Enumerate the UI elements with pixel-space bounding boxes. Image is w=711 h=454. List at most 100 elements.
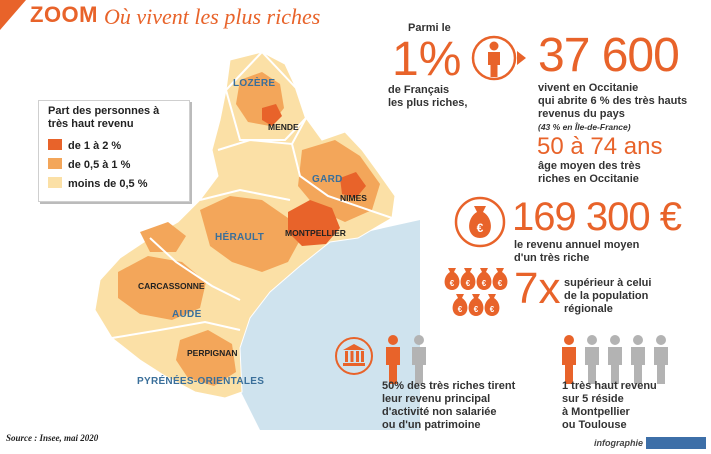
zone-medium-herault	[200, 196, 300, 272]
person-icon	[631, 335, 645, 384]
residence-caption: 1 très haut revenu sur 5 réside à Montpe…	[562, 380, 657, 432]
money-bag-icon: €	[476, 268, 492, 290]
legend-title-line1: Part des personnes à	[48, 105, 160, 117]
legend-item-medium: de 0,5 à 1 %	[48, 158, 130, 171]
city-label-montpellier: MONTPELLIER	[285, 228, 346, 238]
people-half-icon	[386, 335, 426, 384]
multiplier-caption-line3: régionale	[564, 303, 613, 315]
svg-text:€: €	[458, 305, 463, 314]
percent-caption-line2: les plus riches,	[388, 97, 468, 109]
income-caption: le revenu annuel moyen d'un très riche	[514, 239, 639, 265]
multiplier-caption: supérieur à celui de la population régio…	[564, 277, 651, 316]
age-caption: âge moyen des très riches en Occitanie	[538, 160, 641, 186]
income-caption-line2: d'un très riche	[514, 252, 590, 264]
dept-label-aude: AUDE	[172, 309, 202, 320]
legend-title-line2: très haut revenu	[48, 118, 134, 130]
person-icon	[654, 335, 668, 384]
svg-text:€: €	[490, 305, 495, 314]
multiplier-value: 7x	[514, 264, 561, 313]
bank-icon	[335, 337, 373, 375]
count-caption-line3: revenus du pays	[538, 108, 625, 120]
svg-text:€: €	[474, 305, 479, 314]
multiplier-caption-line2: de la population	[564, 290, 649, 302]
person-icon	[585, 335, 599, 384]
person-arrow-icon	[471, 35, 526, 81]
money-bag-icon: €	[460, 268, 476, 290]
activity-caption-line2: leur revenu principal	[382, 393, 491, 405]
income-caption-line1: le revenu annuel moyen	[514, 239, 640, 251]
money-bag-icon: €	[468, 294, 484, 316]
legend-swatch-medium	[48, 158, 62, 169]
percent-caption: de Français les plus riches,	[388, 84, 467, 110]
money-bag-icon: €	[484, 294, 500, 316]
legend-item-low: moins de 0,5 %	[48, 177, 147, 190]
age-value: 50 à 74 ans	[537, 133, 663, 160]
dept-label-herault: HÉRAULT	[215, 232, 265, 243]
activity-caption: 50% des très riches tirent leur revenu p…	[382, 380, 515, 432]
city-label-mende: MENDE	[268, 122, 299, 132]
legend-label-medium: de 0,5 à 1 %	[68, 159, 131, 171]
income-value: 169 300 €	[512, 195, 682, 239]
sea-area	[238, 220, 420, 430]
people-one-in-five-icon	[562, 335, 668, 384]
legend-swatch-high	[48, 139, 62, 150]
money-bags-grid-icon: € € € € € € €	[444, 268, 508, 316]
person-icon	[412, 335, 426, 384]
person-icon-highlighted	[562, 335, 576, 384]
map-legend: Part des personnes à très haut revenu de…	[38, 100, 190, 202]
activity-caption-line1: 50% des très riches tirent	[382, 380, 516, 392]
svg-text:€: €	[450, 279, 455, 288]
city-label-nimes: NIMES	[340, 193, 367, 203]
residence-caption-line2: sur 5 réside	[562, 393, 624, 405]
zone-high-montpellier	[288, 200, 340, 246]
zone-medium-aude	[118, 256, 206, 320]
residence-caption-line1: 1 très haut revenu	[562, 380, 657, 392]
page-title: Où vivent les plus riches	[104, 4, 321, 29]
activity-caption-line3: d'activité non salariée	[382, 406, 497, 418]
zone-medium-po	[176, 330, 236, 386]
legend-swatch-low	[48, 177, 62, 188]
svg-text:€: €	[498, 279, 503, 288]
age-caption-line2: riches en Occitanie	[538, 173, 639, 185]
zoom-label: ZOOM	[30, 2, 98, 27]
source-note: Source : Insee, mai 2020	[6, 433, 99, 443]
person-icon	[608, 335, 622, 384]
percent-value: 1%	[392, 33, 462, 86]
credit-label: infographie	[594, 438, 643, 448]
activity-caption-line4: ou d'un patrimoine	[382, 419, 481, 431]
count-caption: vivent en Occitanie qui abrite 6 % des t…	[538, 82, 687, 121]
age-caption-line1: âge moyen des très	[538, 160, 641, 172]
svg-text:€: €	[466, 279, 471, 288]
zone-medium-west	[140, 222, 186, 252]
person-icon-highlighted	[386, 335, 400, 384]
legend-item-high: de 1 à 2 %	[48, 139, 121, 152]
count-caption-line2: qui abrite 6 % des très hauts	[538, 95, 688, 107]
residence-caption-line4: ou Toulouse	[562, 419, 627, 431]
percent-caption-line1: de Français	[388, 84, 450, 96]
legend-label-low: moins de 0,5 %	[68, 178, 148, 190]
publisher-logo	[646, 437, 706, 449]
residence-caption-line3: à Montpellier	[562, 406, 630, 418]
occitanie-map	[94, 50, 420, 430]
money-bag-icon: €	[454, 196, 506, 248]
corner-decoration	[0, 0, 26, 30]
dept-label-pyrenees-orientales: PYRÉNÉES-ORIENTALES	[137, 376, 265, 387]
dept-label-gard: GARD	[312, 174, 343, 185]
count-caption-line1: vivent en Occitanie	[538, 82, 639, 94]
money-bag-icon: €	[444, 268, 460, 290]
zone-medium-gard	[298, 140, 380, 222]
count-note: (43 % en Île-de-France)	[538, 122, 631, 132]
intro-text: Parmi le	[408, 22, 451, 34]
money-bag-icon: €	[452, 294, 468, 316]
money-bag-icon: €	[492, 268, 508, 290]
multiplier-caption-line1: supérieur à celui	[564, 277, 652, 289]
svg-text:€: €	[477, 221, 484, 235]
city-label-carcassonne: CARCASSONNE	[138, 281, 205, 291]
legend-label-high: de 1 à 2 %	[68, 140, 122, 152]
count-value: 37 600	[538, 29, 680, 82]
dept-label-lozere: LOZÈRE	[233, 78, 276, 89]
zone-high-mende	[262, 104, 282, 126]
svg-text:€: €	[482, 279, 487, 288]
zone-high-nimes	[340, 172, 366, 198]
city-label-perpignan: PERPIGNAN	[187, 348, 238, 358]
